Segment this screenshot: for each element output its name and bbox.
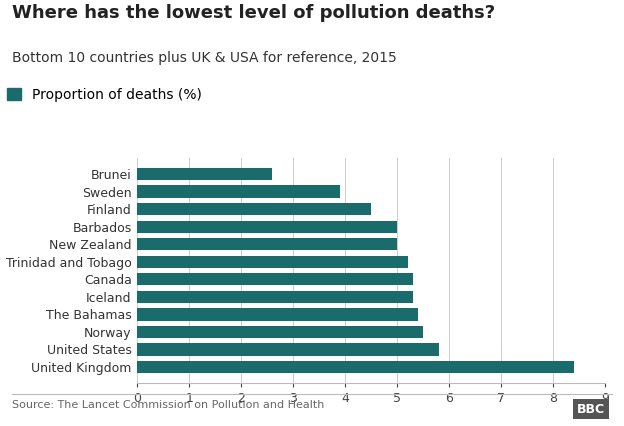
Bar	[137, 361, 574, 373]
Bar	[137, 256, 407, 268]
Bar	[137, 291, 413, 303]
Text: Source: The Lancet Commission on Pollution and Health: Source: The Lancet Commission on Polluti…	[12, 400, 325, 410]
Bar	[137, 203, 371, 215]
Legend: Proportion of deaths (%): Proportion of deaths (%)	[7, 88, 202, 102]
Bar	[137, 308, 418, 320]
Text: BBC: BBC	[577, 403, 605, 416]
Bar	[137, 273, 413, 285]
Bar	[137, 221, 397, 233]
Text: Bottom 10 countries plus UK & USA for reference, 2015: Bottom 10 countries plus UK & USA for re…	[12, 51, 397, 65]
Bar	[137, 168, 273, 180]
Bar	[137, 238, 397, 250]
Bar	[137, 326, 423, 338]
Bar	[137, 343, 439, 356]
Text: Where has the lowest level of pollution deaths?: Where has the lowest level of pollution …	[12, 4, 495, 22]
Bar	[137, 185, 340, 198]
